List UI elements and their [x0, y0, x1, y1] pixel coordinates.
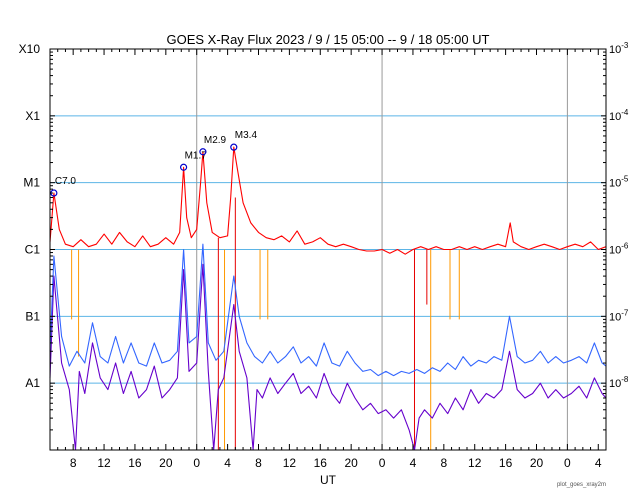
flare-label-0: C7.0: [55, 176, 77, 187]
x-tick-label-9: 20: [344, 456, 358, 470]
x-tick-label-11: 4: [410, 456, 417, 470]
flare-label-2: M2.9: [204, 135, 227, 146]
left-tick-label-4: B1: [25, 309, 40, 323]
chart-title: GOES X-Ray Flux 2023 / 9 / 15 05:00 -- 9…: [167, 32, 490, 47]
x-axis-label: UT: [320, 473, 337, 487]
x-tick-label-10: 0: [379, 456, 386, 470]
x-tick-label-1: 12: [97, 456, 111, 470]
right-tick-label-4: 10-7: [609, 308, 629, 323]
right-tick-label-5: 10-8: [609, 375, 629, 390]
x-tick-label-12: 8: [440, 456, 447, 470]
left-axis: X10 X1 M1 C1 B1 A1: [19, 42, 606, 431]
right-axis: 10-3 10-4 10-5 10-6 10-7 10-8: [601, 41, 629, 390]
left-tick-label-0: X10: [19, 42, 41, 56]
spike-layer: [71, 197, 460, 450]
x-tick-label-8: 16: [314, 456, 328, 470]
right-tick-label-1: 10-4: [609, 108, 629, 123]
grid: [50, 49, 606, 450]
series-line-2: [49, 263, 607, 451]
x-tick-label-2: 16: [128, 456, 142, 470]
flare-marker-3: [230, 143, 238, 151]
x-tick-label-0: 8: [70, 456, 77, 470]
left-tick-label-5: A1: [25, 376, 40, 390]
flare-marker-2: [199, 148, 207, 156]
x-tick-label-6: 8: [255, 456, 262, 470]
x-tick-label-16: 0: [564, 456, 571, 470]
series-line-0: [49, 146, 607, 255]
right-tick-label-0: 10-3: [609, 41, 629, 56]
x-tick-label-5: 4: [224, 456, 231, 470]
flare-label-1: M1.7: [185, 150, 208, 161]
flare-markers: C7.0 M1.7 M2.9 M3.4: [50, 130, 258, 197]
x-tick-label-17: 4: [595, 456, 602, 470]
x-axis: 8 12 16 20 0 4 8 12 16 20 0 4 8 12 16 20 0 4: [57, 49, 602, 470]
series-line-1: [49, 243, 607, 377]
x-tick-label-4: 0: [193, 456, 200, 470]
x-tick-label-15: 20: [530, 456, 544, 470]
footer-label: plot_goes_xray2m: [557, 482, 606, 488]
flare-marker-1: [179, 163, 188, 171]
x-tick-label-13: 12: [468, 456, 482, 470]
right-tick-label-2: 10-5: [609, 175, 629, 190]
series-layer: [49, 146, 607, 451]
x-tick-label-3: 20: [159, 456, 173, 470]
right-tick-label-3: 10-6: [609, 242, 629, 257]
flare-label-3: M3.4: [235, 130, 258, 141]
left-tick-label-1: X1: [25, 109, 40, 123]
x-tick-label-7: 12: [283, 456, 297, 470]
left-tick-label-2: M1: [23, 176, 40, 190]
x-tick-label-14: 16: [499, 456, 513, 470]
left-tick-label-3: C1: [25, 243, 41, 257]
